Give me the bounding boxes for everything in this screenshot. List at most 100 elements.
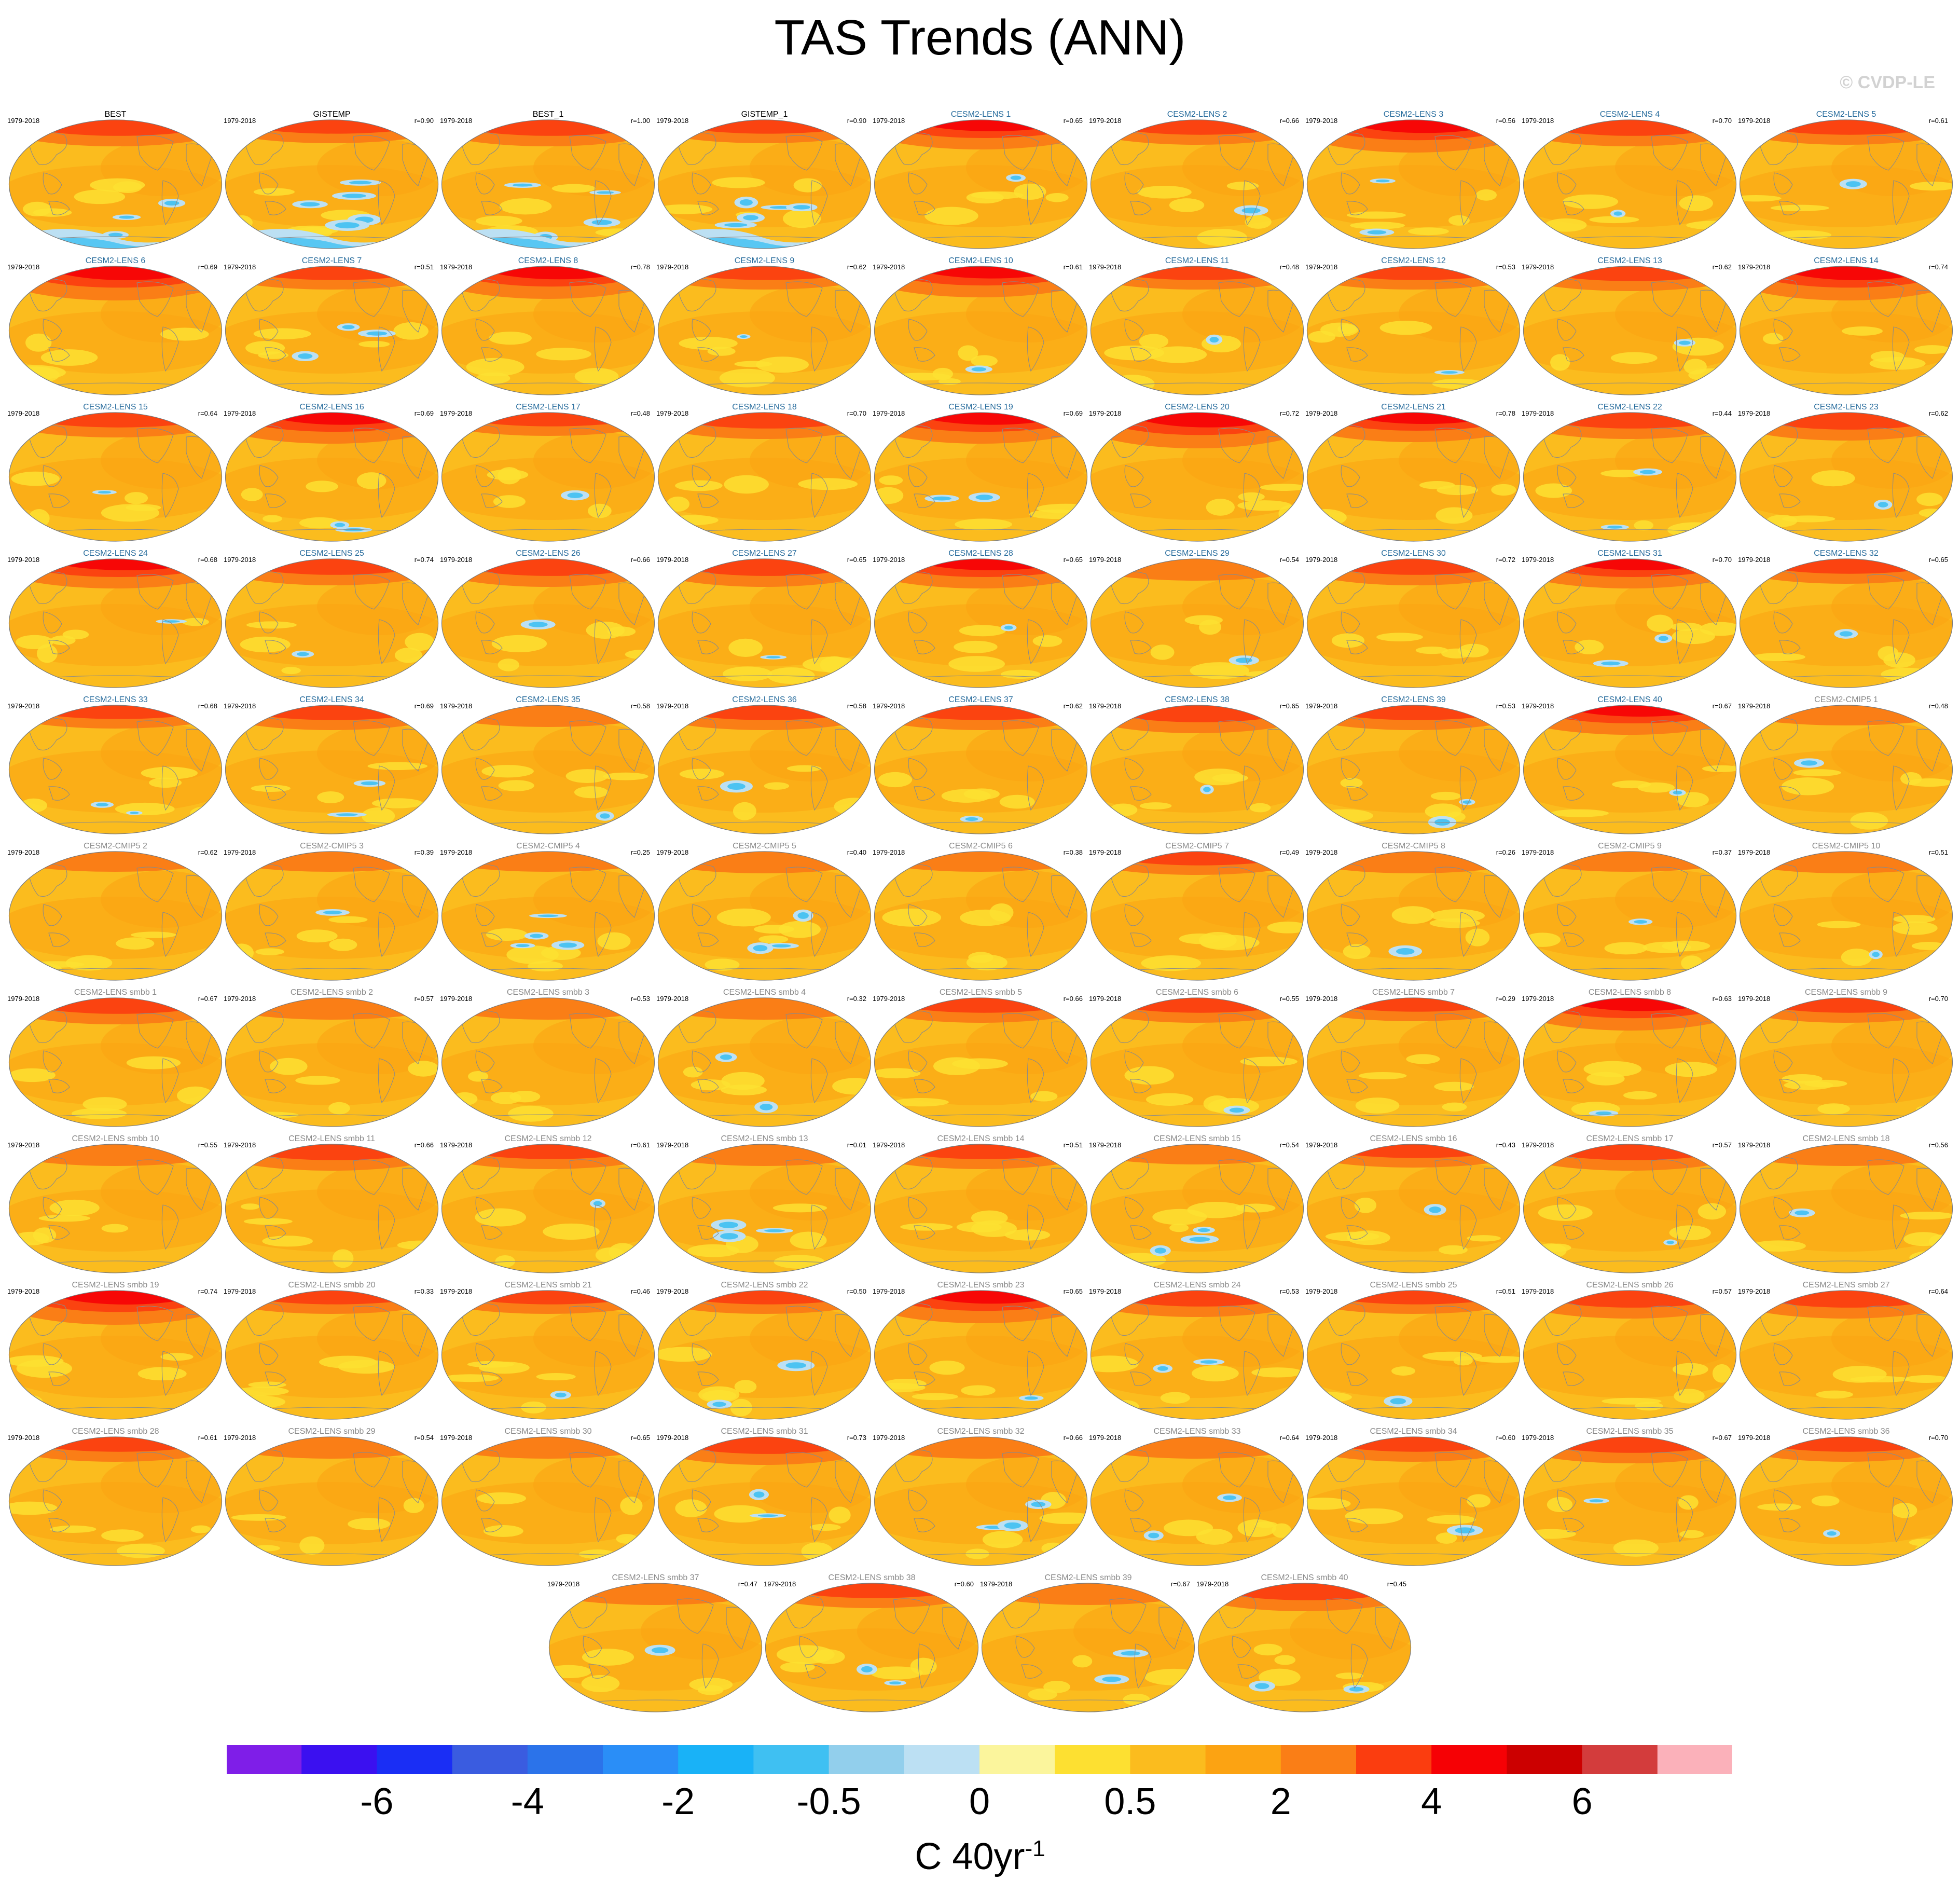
weak-trend-patch bbox=[1770, 204, 1829, 211]
arctic-warming bbox=[1523, 266, 1736, 281]
weak-trend-patch bbox=[1260, 484, 1304, 491]
units-exponent: -1 bbox=[1025, 1836, 1045, 1861]
coastline-australia bbox=[1130, 1518, 1152, 1532]
arctic-warming bbox=[1307, 1291, 1520, 1305]
weak-trend-patch bbox=[1124, 1066, 1175, 1085]
coastline-australia bbox=[48, 1518, 70, 1532]
coastline-south-america bbox=[1243, 765, 1261, 811]
panel-correlation: r=0.61 bbox=[630, 1141, 650, 1149]
arctic-warming bbox=[1091, 998, 1304, 1013]
trend-map bbox=[1090, 266, 1304, 395]
map-border bbox=[874, 412, 1088, 542]
weak-trend-patch bbox=[716, 908, 771, 927]
map-panel: 1979-2018 CESM2-LENS 37 r=0.62 bbox=[873, 694, 1089, 837]
map-border bbox=[8, 997, 223, 1127]
coastline-south-america bbox=[594, 619, 612, 665]
panel-correlation: r=0.90 bbox=[414, 117, 434, 125]
coastline-australia bbox=[1346, 1225, 1368, 1240]
coastline-south-america bbox=[1243, 1351, 1261, 1396]
panel-correlation: r=0.61 bbox=[1928, 117, 1948, 125]
trend-map bbox=[765, 1583, 979, 1712]
coastline-south-america bbox=[1459, 326, 1477, 372]
trend-band bbox=[1615, 139, 1736, 196]
coastline-north-america bbox=[1651, 1452, 1688, 1488]
panel-period: 1979-2018 bbox=[656, 702, 689, 710]
panel-title: CESM2-LENS 2 bbox=[1167, 110, 1227, 119]
trend-band bbox=[750, 1456, 871, 1513]
weak-trend-patch bbox=[1642, 941, 1691, 953]
coastline-australia bbox=[265, 932, 286, 947]
trend-band bbox=[1073, 1602, 1195, 1659]
map-panel: 1979-2018 CESM2-LENS 30 r=0.72 bbox=[1305, 548, 1522, 691]
map-border bbox=[657, 997, 872, 1127]
cooling-core bbox=[785, 1362, 807, 1369]
arctic-warming bbox=[1091, 266, 1304, 280]
coastline-maritime bbox=[1773, 465, 1793, 487]
coastline-australia bbox=[1130, 493, 1152, 508]
weak-trend-patch bbox=[1672, 628, 1715, 644]
panel-period: 1979-2018 bbox=[440, 1287, 473, 1295]
panel-correlation: r=0.57 bbox=[1712, 1287, 1732, 1295]
cooling-core bbox=[1673, 790, 1682, 795]
weak-trend-patch bbox=[1750, 1240, 1806, 1252]
panel-correlation: r=0.39 bbox=[414, 848, 434, 856]
arctic-warming bbox=[658, 1437, 871, 1454]
weak-trend-patch bbox=[932, 367, 953, 380]
weak-trend-patch bbox=[255, 948, 284, 955]
arctic-warming bbox=[874, 705, 1087, 720]
panel-title: CESM2-LENS smbb 6 bbox=[1155, 988, 1239, 997]
cooling-core bbox=[932, 496, 951, 501]
panel-correlation: r=0.33 bbox=[414, 1287, 434, 1295]
weak-trend-patch bbox=[581, 1675, 620, 1692]
coastline-maritime bbox=[583, 1636, 602, 1658]
trend-map bbox=[441, 266, 655, 395]
panel-correlation: r=0.78 bbox=[1496, 409, 1515, 417]
coastline-north-america bbox=[785, 1452, 823, 1488]
coastline-south-america bbox=[1350, 1643, 1368, 1689]
panel-title: BEST_1 bbox=[532, 110, 564, 119]
coastline-maritime bbox=[1124, 758, 1144, 780]
weak-trend-patch bbox=[1743, 231, 1768, 239]
coastline-north-america bbox=[353, 1159, 390, 1195]
trend-band bbox=[966, 285, 1087, 342]
arctic-warming bbox=[874, 1437, 1087, 1459]
weak-trend-patch bbox=[802, 656, 860, 673]
trend-map bbox=[657, 119, 872, 249]
weak-trend-patch bbox=[1524, 932, 1561, 947]
coastline-australia bbox=[48, 786, 70, 801]
coastline-north-america bbox=[1002, 1306, 1039, 1341]
arctic-warming bbox=[658, 559, 871, 576]
panel-period: 1979-2018 bbox=[224, 1434, 256, 1442]
trend-map bbox=[1739, 997, 1953, 1127]
weak-trend-patch bbox=[1379, 320, 1432, 335]
cooling-core bbox=[1154, 1247, 1166, 1254]
panel-correlation: r=0.44 bbox=[1712, 409, 1732, 417]
cooling-core bbox=[719, 1222, 739, 1228]
panel-period: 1979-2018 bbox=[1738, 848, 1771, 856]
colorbar-segment bbox=[904, 1745, 980, 1775]
map-border bbox=[874, 1436, 1088, 1566]
weak-trend-patch bbox=[493, 495, 526, 508]
map-border bbox=[1739, 1144, 1953, 1273]
coastline-south-america bbox=[378, 1497, 395, 1543]
weak-trend-patch bbox=[441, 1374, 499, 1382]
arctic-warming bbox=[1307, 705, 1520, 720]
panel-period: 1979-2018 bbox=[873, 263, 905, 271]
coastline-north-america bbox=[1109, 1598, 1147, 1634]
weak-trend-patch bbox=[1139, 802, 1172, 810]
panel-title: CESM2-LENS smbb 31 bbox=[721, 1427, 808, 1436]
coastline-maritime bbox=[1773, 758, 1793, 780]
weak-trend-patch bbox=[1354, 1197, 1377, 1213]
trend-map bbox=[1523, 1436, 1737, 1566]
trend-band bbox=[1182, 139, 1304, 196]
coastline-north-america bbox=[1434, 574, 1472, 610]
map-panel: 1979-2018 CESM2-LENS smbb 9 r=0.70 bbox=[1738, 987, 1954, 1130]
panel-period: 1979-2018 bbox=[440, 556, 473, 564]
weak-trend-patch bbox=[9, 1501, 58, 1515]
coastline-australia bbox=[914, 1518, 935, 1532]
arctic-warming bbox=[658, 1291, 871, 1305]
panel-correlation: r=0.69 bbox=[414, 702, 434, 710]
arctic-warming bbox=[1523, 852, 1736, 872]
panel-correlation: r=0.47 bbox=[738, 1580, 757, 1588]
panel-title: CESM2-LENS smbb 32 bbox=[937, 1427, 1025, 1436]
